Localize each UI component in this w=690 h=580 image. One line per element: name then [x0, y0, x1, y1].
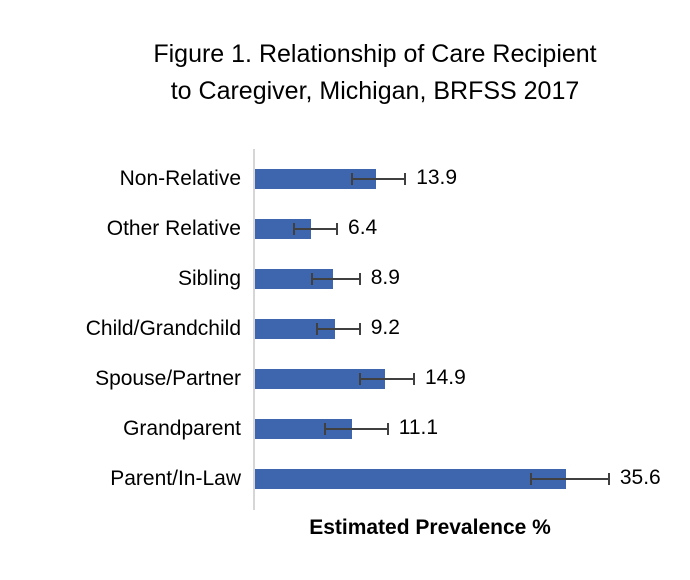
row-plot: 11.1: [255, 404, 690, 454]
value-label: 35.6: [619, 466, 661, 489]
row-plot: 35.6: [255, 454, 690, 504]
chart-row: Grandparent 11.1: [30, 404, 690, 454]
bar-chart: Non-Relative 13.9 Other Relative 6.4 Sib…: [30, 149, 690, 510]
value-label: 6.4: [348, 216, 378, 239]
value-label: 13.9: [416, 166, 458, 189]
category-label: Spouse/Partner: [95, 367, 241, 390]
chart-rows: Non-Relative 13.9 Other Relative 6.4 Sib…: [30, 154, 690, 504]
bar: [255, 219, 311, 239]
error-bar: [310, 273, 361, 285]
bar: [255, 469, 567, 489]
category-label: Other Relative: [106, 217, 241, 240]
x-axis-title: Estimated Prevalence %: [309, 516, 551, 539]
chart-row: Parent/In-Law 35.6: [30, 454, 690, 504]
chart-row: Non-Relative 13.9: [30, 154, 690, 204]
error-bar: [292, 223, 339, 235]
bar: [255, 319, 336, 339]
category-label: Non-Relative: [119, 167, 241, 190]
error-bar: [351, 173, 407, 185]
value-label: 11.1: [398, 416, 439, 439]
row-plot: 13.9: [255, 154, 690, 204]
y-axis-line: [253, 149, 255, 510]
chart-row: Spouse/Partner 14.9: [30, 354, 690, 404]
chart-row: Child/Grandchild 9.2: [30, 304, 690, 354]
category-label: Parent/In-Law: [110, 467, 241, 490]
row-plot: 6.4: [255, 204, 690, 254]
figure-title-line2: to Caregiver, Michigan, BRFSS 2017: [170, 77, 580, 105]
chart-row: Other Relative 6.4: [30, 204, 690, 254]
error-bar: [359, 373, 415, 385]
row-plot: 14.9: [255, 354, 690, 404]
category-label: Grandparent: [123, 417, 241, 440]
error-bar: [324, 423, 389, 435]
category-label: Child/Grandchild: [85, 317, 241, 340]
error-bar: [316, 323, 361, 335]
row-plot: 8.9: [255, 254, 690, 304]
error-bar: [530, 473, 610, 485]
figure-title-line1: Figure 1. Relationship of Care Recipient: [153, 40, 597, 68]
value-label: 14.9: [424, 366, 466, 389]
value-label: 9.2: [370, 316, 400, 339]
bar: [255, 369, 386, 389]
category-label: Sibling: [177, 267, 241, 290]
bar: [255, 169, 377, 189]
value-label: 8.9: [370, 266, 400, 289]
row-plot: 9.2: [255, 304, 690, 354]
bar: [255, 269, 333, 289]
chart-row: Sibling 8.9: [30, 254, 690, 304]
figure-title: Figure 1. Relationship of Care Recipient…: [60, 36, 690, 110]
bar: [255, 419, 352, 439]
